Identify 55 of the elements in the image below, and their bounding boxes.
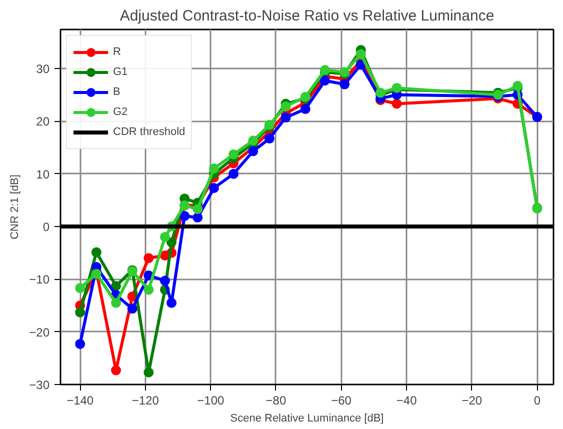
point	[111, 298, 122, 308]
x-tick-label: −40	[396, 394, 418, 408]
point	[248, 146, 258, 156]
x-tick-label: −80	[266, 394, 286, 408]
legend-label: G1	[113, 66, 129, 78]
legend-label: CDR threshold	[113, 126, 186, 138]
y-tick-label: 0	[42, 220, 50, 234]
x-tick-label: −140	[66, 394, 94, 408]
point	[144, 284, 154, 295]
point	[340, 79, 350, 90]
point	[208, 183, 219, 194]
y-tick-label: −10	[29, 272, 50, 287]
x-tick-label: −20	[462, 394, 482, 408]
y-tick-label: −30	[29, 378, 50, 392]
x-axis-title: Scene Relative Luminance [dB]	[230, 412, 384, 424]
point	[300, 104, 310, 114]
point	[192, 212, 203, 223]
point	[228, 149, 239, 160]
point	[91, 268, 102, 279]
x-tick-label: −120	[132, 394, 160, 408]
point	[264, 134, 274, 144]
point	[160, 232, 170, 242]
point	[248, 136, 258, 146]
point	[320, 76, 330, 86]
x-tick-label: −100	[197, 394, 225, 408]
y-tick-label: −20	[29, 325, 50, 340]
x-tick-label: −60	[331, 394, 352, 408]
point	[75, 307, 86, 318]
point	[280, 101, 291, 112]
point	[280, 112, 291, 122]
point	[192, 204, 203, 214]
x-tick-label: 0	[534, 394, 541, 408]
point	[75, 283, 86, 294]
legend-label: B	[113, 86, 122, 98]
point	[166, 298, 177, 308]
point	[91, 247, 102, 258]
point	[160, 276, 170, 286]
y-tick-label: 30	[36, 62, 50, 76]
point	[111, 365, 122, 376]
point	[127, 304, 138, 314]
point	[75, 338, 86, 349]
point	[392, 98, 402, 109]
point	[356, 49, 366, 60]
point	[144, 367, 154, 378]
chart-title: Adjusted Contrast-to-Noise Ratio vs Relative Luminance	[120, 8, 494, 24]
point	[208, 164, 219, 174]
y-tick-label: 10	[36, 167, 50, 182]
point	[228, 168, 239, 179]
point	[166, 237, 177, 248]
legend-label: R	[113, 46, 122, 58]
point	[180, 210, 190, 221]
point	[144, 253, 154, 264]
legend-label: G2	[113, 106, 129, 118]
y-axis-title: CNR 2:1 [dB]	[9, 174, 22, 240]
y-tick-label: 20	[36, 114, 50, 129]
